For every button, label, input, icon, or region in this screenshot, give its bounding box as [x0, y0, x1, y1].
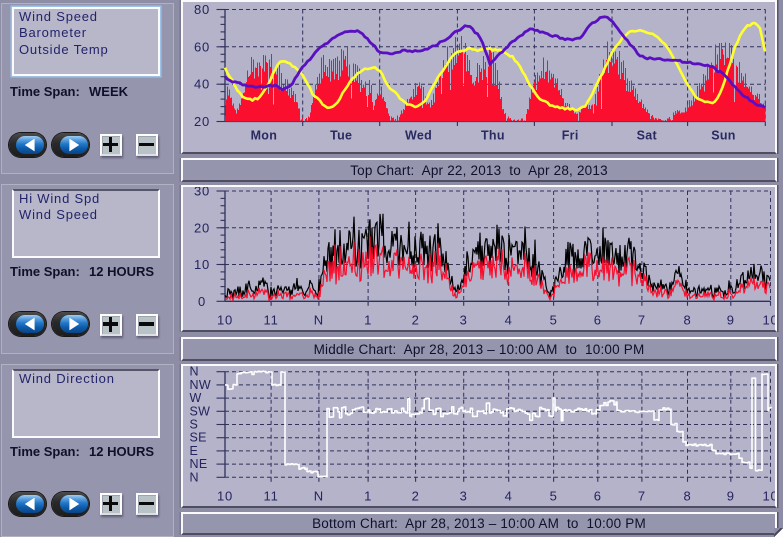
svg-text:10: 10 [217, 488, 233, 503]
svg-text:5: 5 [550, 312, 558, 327]
svg-text:3: 3 [460, 488, 468, 503]
svg-text:Sun: Sun [711, 129, 736, 143]
svg-text:Wed: Wed [405, 129, 432, 143]
svg-text:7: 7 [638, 488, 646, 503]
svg-text:6: 6 [594, 312, 602, 327]
svg-text:9: 9 [727, 488, 735, 503]
svg-text:1: 1 [364, 312, 372, 327]
svg-text:E: E [190, 443, 199, 457]
svg-text:10: 10 [762, 312, 775, 327]
svg-text:SW: SW [190, 404, 211, 418]
svg-text:20: 20 [194, 220, 210, 235]
svg-text:Mon: Mon [251, 129, 278, 143]
svg-text:W: W [190, 391, 202, 405]
svg-text:NW: NW [190, 377, 211, 391]
svg-text:Fri: Fri [562, 129, 579, 143]
svg-text:8: 8 [683, 488, 691, 503]
svg-text:Thu: Thu [481, 129, 505, 143]
svg-text:3: 3 [460, 312, 468, 327]
svg-text:20: 20 [194, 114, 210, 129]
svg-text:30: 30 [194, 187, 210, 199]
svg-text:7: 7 [638, 312, 646, 327]
svg-text:N: N [190, 366, 199, 379]
svg-text:11: 11 [264, 312, 279, 327]
svg-text:NE: NE [190, 457, 208, 471]
svg-text:10: 10 [762, 488, 775, 503]
svg-text:4: 4 [505, 312, 513, 327]
svg-text:Tue: Tue [330, 129, 352, 143]
svg-text:9: 9 [727, 312, 735, 327]
svg-text:6: 6 [594, 488, 602, 503]
svg-text:N: N [314, 312, 324, 327]
svg-text:5: 5 [550, 488, 558, 503]
svg-text:60: 60 [194, 39, 210, 54]
svg-text:0: 0 [198, 293, 206, 308]
svg-text:10: 10 [217, 312, 233, 327]
svg-text:Sat: Sat [637, 129, 658, 143]
svg-text:N: N [314, 488, 324, 503]
svg-text:2: 2 [412, 488, 420, 503]
svg-text:4: 4 [505, 488, 513, 503]
svg-text:10: 10 [194, 257, 210, 272]
svg-text:11: 11 [264, 488, 279, 503]
svg-text:1: 1 [364, 488, 372, 503]
svg-text:N: N [190, 470, 199, 484]
svg-text:8: 8 [683, 312, 691, 327]
svg-text:SE: SE [190, 430, 207, 444]
svg-text:2: 2 [412, 312, 420, 327]
svg-text:80: 80 [194, 3, 210, 17]
svg-text:S: S [190, 417, 199, 431]
svg-text:40: 40 [194, 77, 210, 92]
